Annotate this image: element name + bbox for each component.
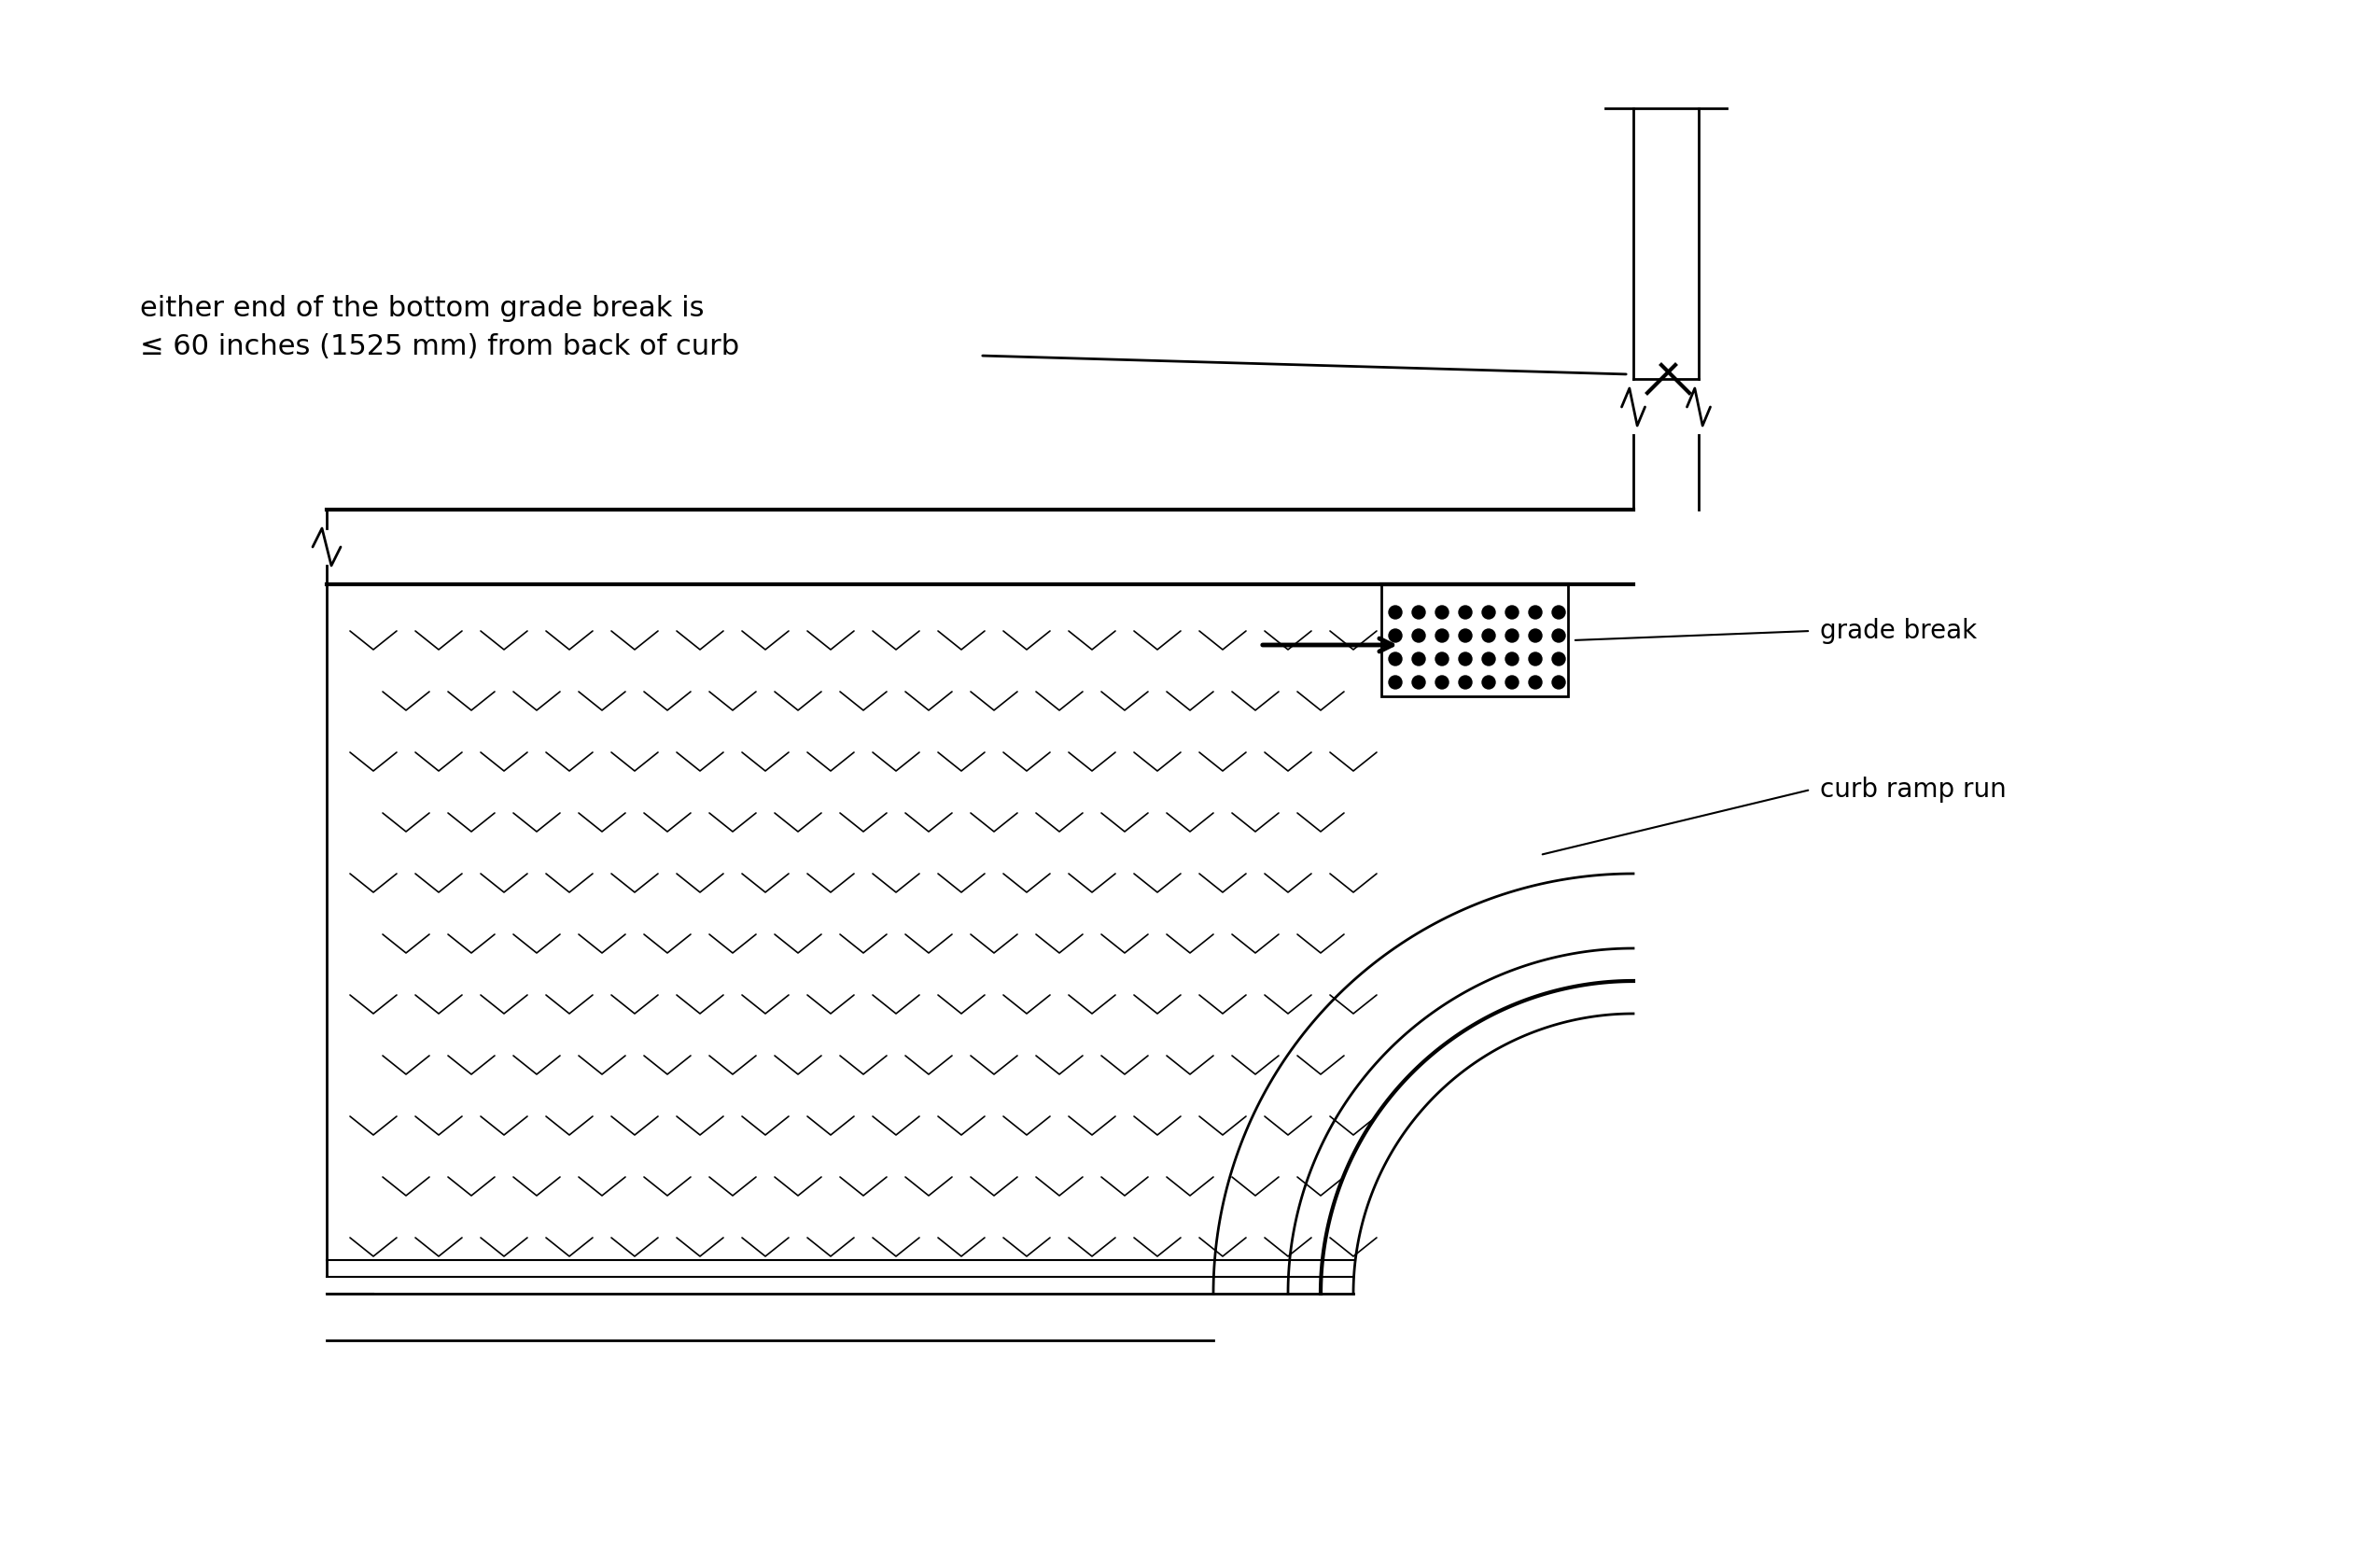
Circle shape (1435, 676, 1449, 689)
Bar (1380, 585, 1568, 697)
Circle shape (1390, 653, 1402, 666)
Circle shape (1528, 653, 1542, 666)
Circle shape (1459, 606, 1471, 619)
Text: curb ramp run: curb ramp run (1821, 776, 2006, 802)
Circle shape (1483, 606, 1495, 619)
Circle shape (1390, 676, 1402, 689)
Circle shape (1435, 653, 1449, 666)
Circle shape (1552, 630, 1566, 642)
Circle shape (1390, 606, 1402, 619)
Circle shape (1390, 630, 1402, 642)
Circle shape (1528, 606, 1542, 619)
Circle shape (1507, 606, 1518, 619)
Circle shape (1435, 630, 1449, 642)
Circle shape (1507, 676, 1518, 689)
Circle shape (1552, 653, 1566, 666)
Circle shape (1411, 676, 1426, 689)
Text: either end of the bottom grade break is
≤ 60 inches (1525 mm) from back of curb: either end of the bottom grade break is … (140, 295, 740, 359)
Circle shape (1507, 630, 1518, 642)
Circle shape (1483, 676, 1495, 689)
Circle shape (1507, 653, 1518, 666)
Circle shape (1483, 653, 1495, 666)
Text: grade break: grade break (1821, 617, 1978, 644)
Circle shape (1459, 653, 1471, 666)
Circle shape (1528, 676, 1542, 689)
Circle shape (1552, 676, 1566, 689)
Circle shape (1528, 630, 1542, 642)
Circle shape (1483, 630, 1495, 642)
Circle shape (1411, 606, 1426, 619)
Circle shape (1411, 653, 1426, 666)
Circle shape (1435, 606, 1449, 619)
Circle shape (1552, 606, 1566, 619)
Circle shape (1459, 630, 1471, 642)
Circle shape (1459, 676, 1471, 689)
Circle shape (1411, 630, 1426, 642)
